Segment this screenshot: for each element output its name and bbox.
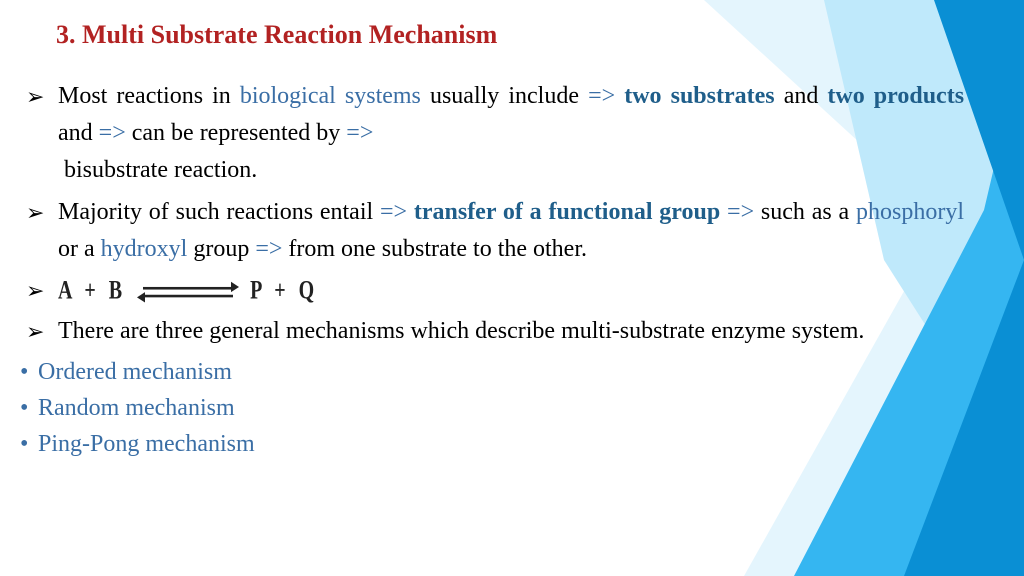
mech-pingpong: Ping-Pong mechanism bbox=[20, 426, 964, 462]
bullet-4: There are three general mechanisms which… bbox=[20, 313, 964, 350]
bullet-equation: A + B P + Q bbox=[20, 272, 964, 309]
bullet-list: Most reactions in biological systems usu… bbox=[20, 78, 964, 350]
slide-title: 3. Multi Substrate Reaction Mechanism bbox=[56, 20, 964, 50]
bullet-1: Most reactions in biological systems usu… bbox=[20, 78, 964, 190]
slide-content: 3. Multi Substrate Reaction Mechanism Mo… bbox=[0, 0, 1024, 462]
mech-ordered: Ordered mechanism bbox=[20, 354, 964, 390]
bullet-2: Majority of such reactions entail => tra… bbox=[20, 194, 964, 268]
mechanism-list: Ordered mechanism Random mechanism Ping-… bbox=[20, 354, 964, 462]
equation: A + B P + Q bbox=[58, 271, 318, 311]
mech-random: Random mechanism bbox=[20, 390, 964, 426]
